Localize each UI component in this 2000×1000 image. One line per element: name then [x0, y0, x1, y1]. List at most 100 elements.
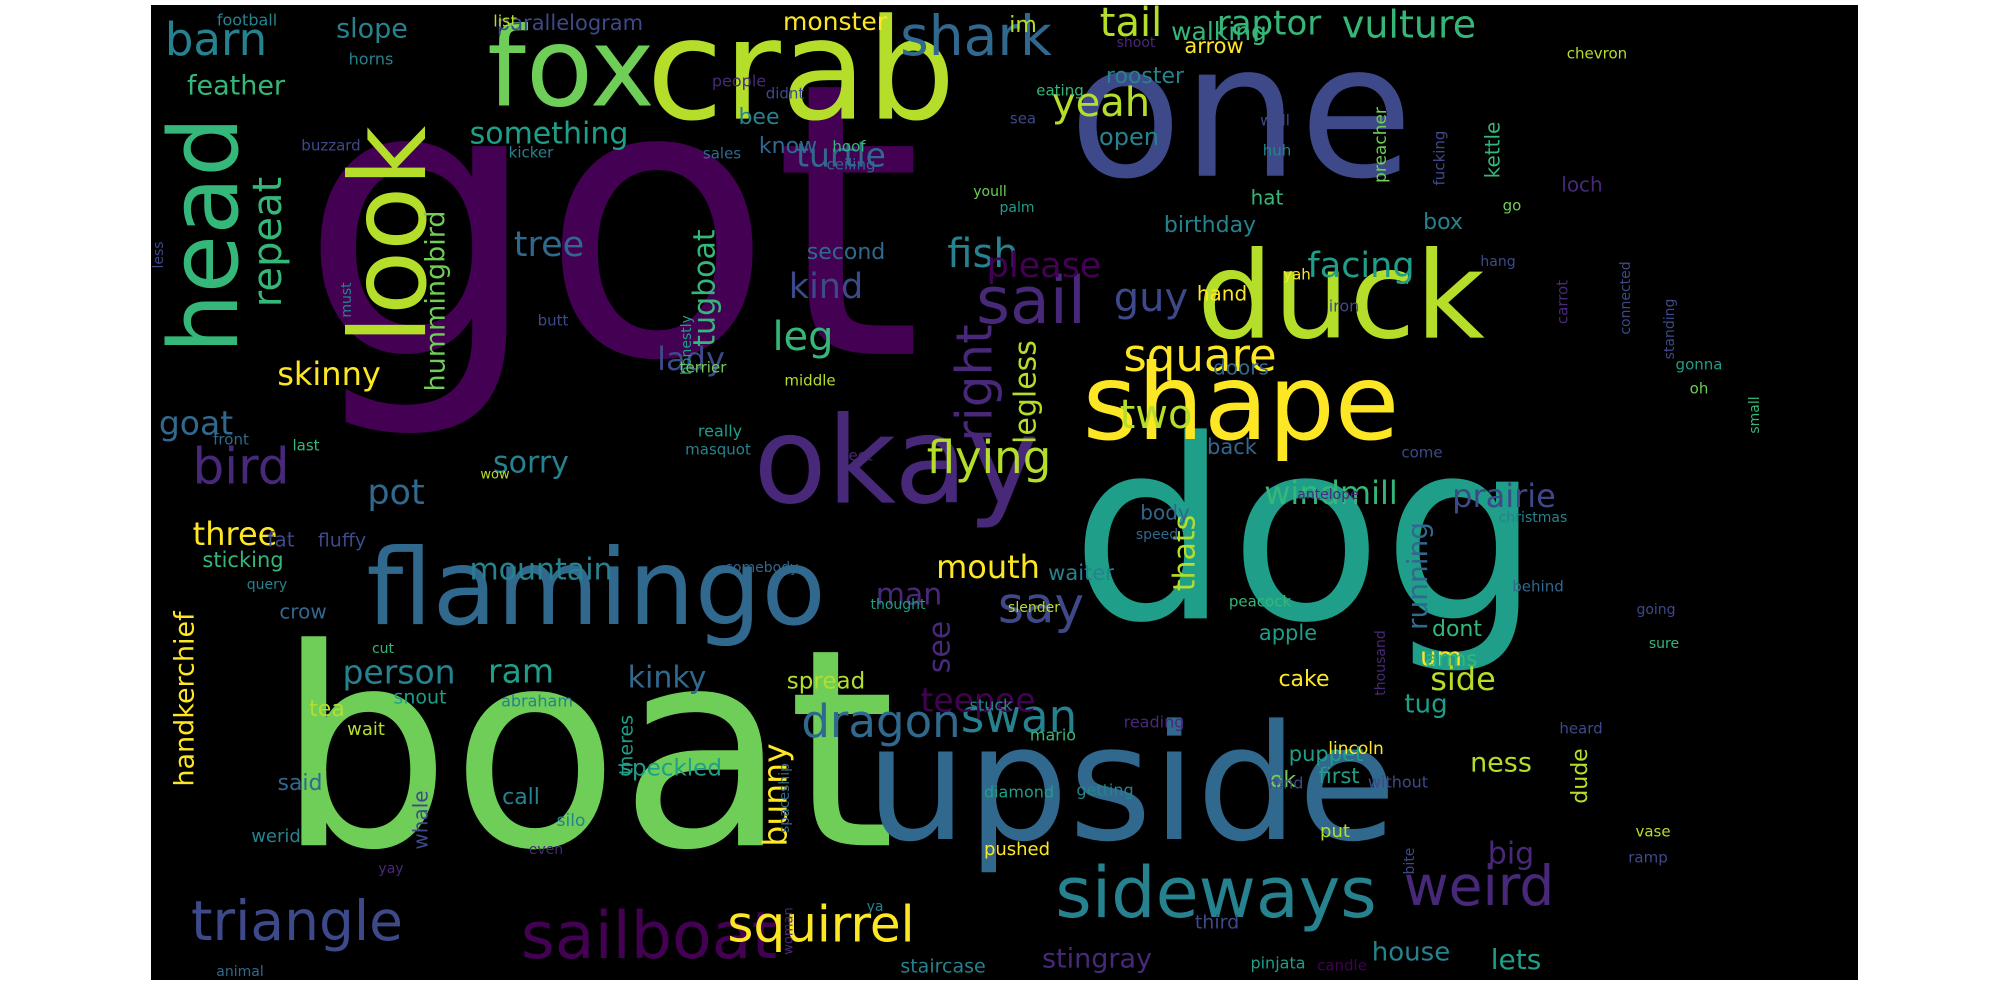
- word-walking: walking: [1171, 17, 1267, 46]
- word-terrier: terrier: [680, 359, 728, 377]
- word-goat: goat: [159, 404, 233, 443]
- word-honestly: honestly: [679, 315, 695, 375]
- word-sticking: sticking: [202, 548, 283, 572]
- word-woman: woman: [782, 907, 797, 954]
- word-pot: pot: [367, 473, 424, 513]
- word-hummingbird: hummingbird: [421, 211, 452, 392]
- word-look: look: [328, 126, 450, 345]
- word-football: football: [217, 11, 277, 30]
- word-cloud: got one dog boat upside crab fox look duck okay fl…: [151, 5, 1858, 980]
- word-palm: palm: [1000, 200, 1035, 216]
- word-tree: tree: [514, 225, 584, 265]
- word-ness: ness: [1470, 748, 1532, 779]
- word-legless: legless: [1009, 340, 1044, 444]
- word-ram: ram: [488, 652, 554, 691]
- word-pinjata: pinjata: [1250, 954, 1305, 973]
- word-eating: eating: [1036, 82, 1084, 100]
- word-masquot: masquot: [685, 441, 751, 459]
- word-reading: reading: [1124, 713, 1185, 732]
- word-feet: feet: [843, 447, 873, 465]
- word-query: query: [247, 577, 287, 593]
- word-skinny: skinny: [277, 355, 381, 393]
- word-cake: cake: [1278, 667, 1329, 692]
- word-doors: doors: [1213, 356, 1269, 380]
- word-sales: sales: [703, 145, 741, 163]
- word-call: call: [502, 785, 540, 810]
- word-two: two: [1120, 392, 1193, 438]
- word-bee: bee: [738, 105, 779, 130]
- word-slender: slender: [1008, 600, 1060, 616]
- word-diamond: diamond: [984, 783, 1054, 802]
- word-prairie: prairie: [1452, 477, 1556, 515]
- word-teepee: teepee: [920, 681, 1035, 720]
- word-antelope: antelope: [1297, 487, 1359, 503]
- word-waiter: waiter: [1048, 561, 1114, 585]
- word-wait: wait: [347, 719, 385, 740]
- word-heard: heard: [1559, 720, 1602, 738]
- word-guy: guy: [1114, 275, 1188, 321]
- word-head: head: [151, 116, 260, 353]
- word-stuck: stuck: [970, 696, 1014, 715]
- word-really: really: [698, 422, 742, 441]
- word-standing: standing: [1662, 299, 1678, 360]
- word-sea: sea: [1010, 110, 1036, 128]
- word-bird: bird: [192, 438, 289, 496]
- word-sail: sail: [976, 264, 1086, 339]
- word-thousand: thousand: [1373, 630, 1389, 695]
- word-christmas: christmas: [1499, 510, 1568, 526]
- word-crab: crab: [646, 5, 955, 153]
- word-three: three: [193, 515, 278, 553]
- word-barn: barn: [165, 13, 267, 66]
- word-crow: crow: [279, 600, 326, 624]
- word-house: house: [1372, 938, 1450, 968]
- word-facing: facing: [1307, 246, 1414, 286]
- word-leg: leg: [772, 314, 833, 360]
- word-dont: dont: [1432, 617, 1482, 642]
- word-dude: dude: [1568, 748, 1593, 803]
- word-third: third: [1195, 912, 1239, 934]
- word-go: go: [1503, 197, 1522, 215]
- word-peacock: peacock: [1229, 593, 1292, 611]
- word-fat: fat: [267, 528, 294, 552]
- word-abraham: abraham: [501, 692, 573, 711]
- word-pushed: pushed: [984, 839, 1050, 860]
- word-triangle: triangle: [191, 889, 403, 953]
- word-sorry: sorry: [493, 446, 569, 481]
- word-must: must: [339, 282, 355, 318]
- word-open: open: [1099, 123, 1159, 151]
- word-thought: thought: [870, 597, 926, 613]
- word-turtle: turtle: [796, 136, 886, 175]
- word-hind: hind: [1269, 774, 1304, 793]
- word-tug: tug: [1404, 690, 1447, 720]
- word-put: put: [1320, 821, 1350, 842]
- word-please: please: [987, 246, 1102, 286]
- word-small: small: [1747, 396, 1763, 433]
- word-upside: upside: [866, 690, 1397, 877]
- word-connected: connected: [1618, 261, 1634, 334]
- word-butt: butt: [538, 312, 569, 330]
- word-okay: okay: [753, 393, 1038, 532]
- word-snout: snout: [393, 687, 446, 709]
- word-wow: wow: [480, 468, 510, 483]
- word-kinky: kinky: [628, 661, 707, 696]
- word-silo: silo: [557, 811, 586, 831]
- word-square: square: [1123, 329, 1276, 382]
- word-apple: apple: [1259, 621, 1317, 645]
- word-tugboat: tugboat: [688, 229, 723, 347]
- word-iron: iron: [1329, 297, 1360, 316]
- word-come: come: [1401, 444, 1442, 462]
- word-kind: kind: [789, 267, 863, 307]
- word-puppet: puppet: [1289, 742, 1363, 766]
- word-less: less: [151, 241, 167, 268]
- word-um: um: [1420, 643, 1462, 673]
- word-tail: tail: [1100, 5, 1162, 46]
- word-swan: swan: [961, 690, 1077, 743]
- word-fluffy: fluffy: [318, 530, 366, 552]
- word-running: running: [1401, 522, 1434, 630]
- word-spread: spread: [787, 669, 865, 695]
- word-staircase: staircase: [900, 956, 985, 978]
- word-say: say: [998, 577, 1084, 635]
- word-back: back: [1207, 435, 1258, 459]
- word-man: man: [876, 578, 943, 613]
- word-tea: tea: [309, 697, 345, 722]
